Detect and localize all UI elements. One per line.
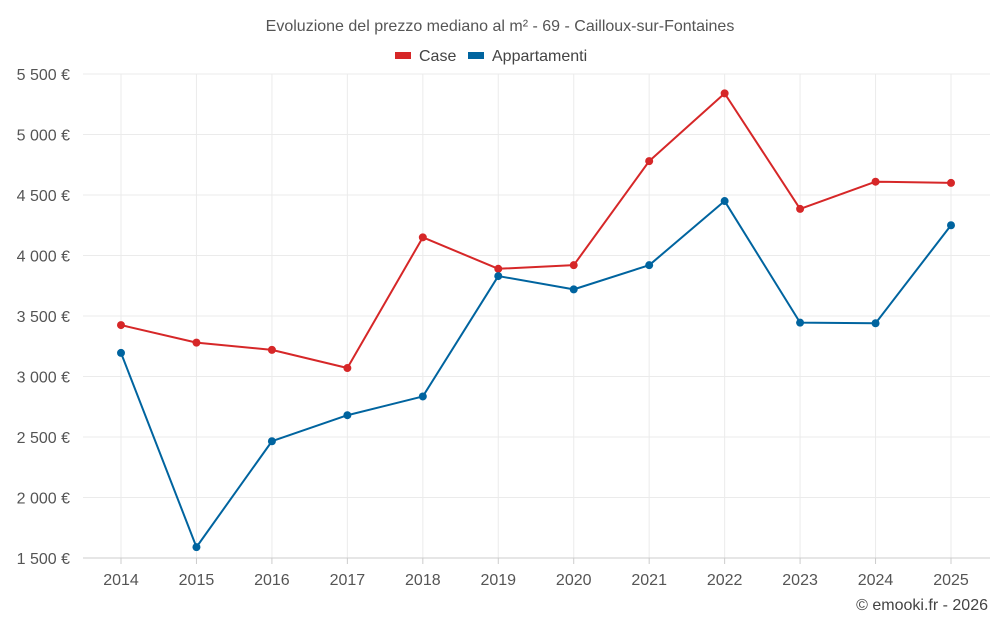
series-appartamenti <box>117 197 955 552</box>
legend-swatch-case <box>395 52 411 59</box>
y-tick-label: 1 500 € <box>17 551 70 568</box>
chart-legend: Case Appartamenti <box>395 48 587 65</box>
legend-label-appartamenti: Appartamenti <box>492 48 587 65</box>
data-point-case <box>117 321 125 330</box>
data-point-appartamenti <box>267 437 276 446</box>
y-tick-label: 5 000 € <box>17 128 70 145</box>
data-point-appartamenti <box>796 318 805 327</box>
y-tick-label: 2 000 € <box>17 491 70 508</box>
data-point-case <box>192 338 201 347</box>
axes: 1 500 € 2 000 € 2 500 € 3 000 € 3 500 € 4 000… <box>17 67 990 589</box>
y-tick-label: 2 500 € <box>17 430 70 447</box>
x-tick-label: 2023 <box>782 572 818 589</box>
y-tick-label: 4 000 € <box>17 249 70 266</box>
data-point-case <box>645 157 654 166</box>
x-tick-label: 2019 <box>480 572 516 589</box>
x-tick-label: 2020 <box>556 572 592 589</box>
x-tick-label: 2021 <box>631 572 667 589</box>
x-tick-label: 2017 <box>330 572 366 589</box>
legend-item-appartamenti: Appartamenti <box>468 48 587 65</box>
data-point-case <box>418 233 427 242</box>
data-point-case <box>720 89 729 98</box>
x-tick-label: 2022 <box>707 572 743 589</box>
data-point-appartamenti <box>569 285 578 294</box>
series-line-appartamenti <box>120 200 952 549</box>
y-tick-label: 3 000 € <box>17 370 70 387</box>
y-tick-label: 4 500 € <box>17 188 70 205</box>
grid <box>83 73 990 559</box>
x-tick-label: 2018 <box>405 572 441 589</box>
data-point-appartamenti <box>418 392 427 401</box>
data-point-case <box>947 178 955 187</box>
data-point-case <box>267 345 276 354</box>
chart-title: Evoluzione del prezzo mediano al m² - 69… <box>266 18 735 35</box>
data-point-case <box>796 204 805 213</box>
data-point-appartamenti <box>192 543 201 552</box>
data-point-case <box>494 264 503 273</box>
y-tick-label: 3 500 € <box>17 309 70 326</box>
data-point-appartamenti <box>947 221 955 230</box>
data-point-appartamenti <box>645 261 654 270</box>
data-point-case <box>343 364 352 373</box>
y-tick-label: 5 500 € <box>17 67 70 84</box>
legend-item-case: Case <box>395 48 456 65</box>
data-point-appartamenti <box>343 411 352 420</box>
data-point-appartamenti <box>494 272 503 281</box>
x-tick-label: 2016 <box>254 572 290 589</box>
series-case <box>117 89 955 373</box>
x-tick-label: 2014 <box>103 572 139 589</box>
x-tick-label: 2024 <box>858 572 894 589</box>
x-tick-label: 2025 <box>933 572 969 589</box>
x-tick-label: 2015 <box>179 572 215 589</box>
series-layer <box>117 89 955 552</box>
credit-text: © emooki.fr - 2026 <box>856 597 988 614</box>
data-point-appartamenti <box>117 348 125 357</box>
data-point-case <box>569 261 578 270</box>
legend-label-case: Case <box>419 48 456 65</box>
data-point-appartamenti <box>871 319 880 328</box>
series-line-case <box>120 92 952 370</box>
data-point-case <box>871 177 880 186</box>
data-point-appartamenti <box>720 197 729 206</box>
legend-swatch-appartamenti <box>468 52 484 59</box>
